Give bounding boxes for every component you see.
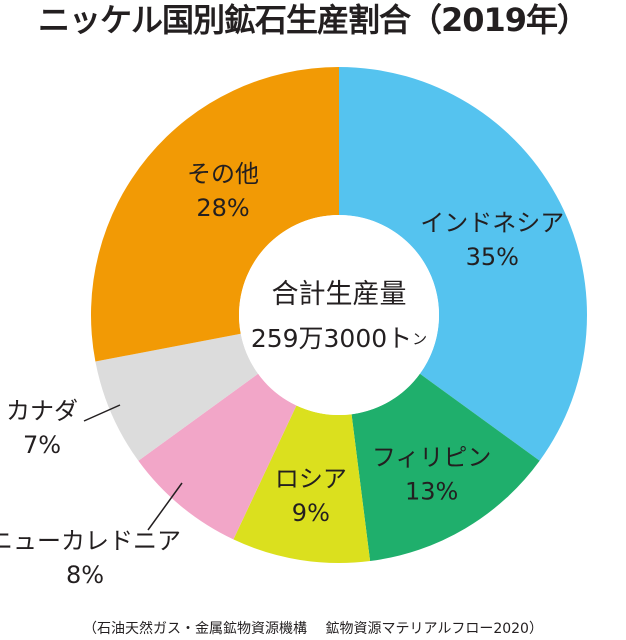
center-value-unit: ン — [412, 330, 427, 348]
slice-value-2: 9% — [292, 499, 330, 527]
slice-label-3: ニューカレドニア — [0, 527, 181, 555]
slice-3 — [138, 373, 297, 540]
source-note: （石油天然ガス・金属鉱物資源機構 鉱物資源マテリアルフロー2020） — [83, 621, 543, 637]
slice-value-0: 35% — [466, 243, 519, 271]
slice-label-2: ロシア — [275, 465, 347, 493]
slice-4 — [95, 333, 259, 461]
slice-value-4: 7% — [23, 431, 61, 459]
center-value-number: 259万3000ト — [251, 324, 412, 353]
leader-line-3 — [147, 482, 183, 531]
slice-value-3: 8% — [66, 561, 104, 589]
slice-value-5: 28% — [196, 194, 249, 222]
leader-line-4 — [83, 404, 121, 422]
slice-5 — [90, 67, 339, 362]
slice-2 — [233, 405, 371, 563]
slice-label-5: その他 — [187, 160, 259, 188]
center-value: 259万3000トン — [251, 324, 427, 353]
slice-1 — [351, 373, 540, 562]
chart-title: ニッケル国別鉱石生産割合（2019年） — [37, 1, 589, 39]
slice-value-1: 13% — [405, 478, 458, 506]
center-label: 合計生産量 — [272, 279, 407, 310]
slice-label-0: インドネシア — [420, 209, 564, 237]
slice-label-4: カナダ — [6, 397, 78, 425]
slice-0 — [339, 67, 587, 461]
slice-label-1: フィリピン — [372, 444, 492, 472]
